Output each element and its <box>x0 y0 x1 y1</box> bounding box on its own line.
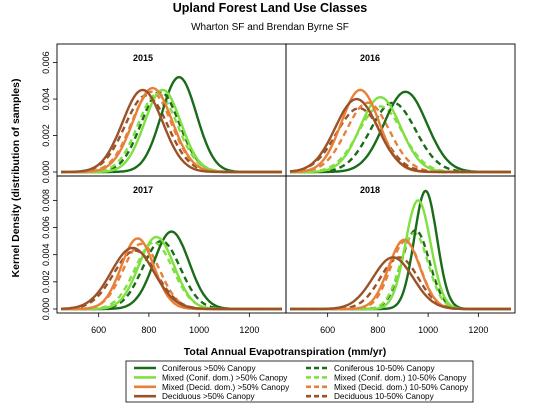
panel-label-2018: 2018 <box>360 185 380 195</box>
curve-2018-1 <box>290 199 511 311</box>
panel-2015: 2015 0.000 0.002 0.004 0.006 <box>41 43 287 184</box>
panel-2017: 2017 0.000 0.002 0.004 0.006 0.008 <box>41 175 287 321</box>
panel-label-2015: 2015 <box>133 53 153 63</box>
chart-title: Upland Forest Land Use Classes <box>173 1 368 15</box>
y-tick-label-2015-2: 0.004 <box>41 88 51 111</box>
y-tick-label-2017-0: 0.000 <box>41 298 51 321</box>
x-tick-label-2-1: 800 <box>141 325 156 335</box>
curve-2017-7 <box>60 249 282 311</box>
x-tick-label-2-0: 600 <box>91 325 106 335</box>
panel-frame-2018 <box>285 175 516 314</box>
panel-grid: 2015 0.000 0.002 0.004 0.006 2016 2017 0.000 0.0… <box>41 43 516 321</box>
x-axis-label: Total Annual Evapotranspiration (mm/yr) <box>184 346 386 358</box>
panel-2018: 2018 <box>285 175 516 314</box>
y-tick-label-2015-1: 0.002 <box>41 124 51 147</box>
y-tick-label-2015-3: 0.006 <box>41 51 51 74</box>
legend-label-4: Coniferous 10-50% Canopy <box>334 364 435 373</box>
curve-2018-3 <box>290 256 511 311</box>
x-tick-label-3-0: 600 <box>320 325 335 335</box>
y-tick-label-2017-4: 0.008 <box>41 189 51 212</box>
curve-2015-3 <box>61 88 282 174</box>
x-axis-ticks: 600 800 1000 1200 600 800 1000 1200 <box>91 313 488 335</box>
legend-label-6: Mixed (Decid. dom.) 10-50% Canopy <box>334 383 469 392</box>
legend-label-5: Mixed (Conif. dom.) 10-50% Canopy <box>334 373 467 382</box>
legend-label-7: Deciduous 10-50% Canopy <box>334 392 435 401</box>
chart-subtitle: Wharton SF and Brendan Byrne SF <box>191 22 349 33</box>
panel-label-2016: 2016 <box>360 53 380 63</box>
legend-label-2: Mixed (Decid. dom.) >50% Canopy <box>162 383 290 392</box>
panel-label-2017: 2017 <box>133 185 153 195</box>
x-tick-label-3-2: 1000 <box>418 325 438 335</box>
x-tick-label-2-3: 1200 <box>239 325 259 335</box>
x-tick-label-3-1: 800 <box>370 325 385 335</box>
x-tick-label-2-2: 1000 <box>189 325 209 335</box>
curve-2018-0 <box>290 189 511 311</box>
curve-2017-3 <box>60 246 282 311</box>
curve-2016-3 <box>289 97 511 174</box>
y-axis-label: Kernel Density (distribution of samples) <box>10 79 22 278</box>
legend-label-3: Deciduous >50% Canopy <box>162 392 256 401</box>
y-tick-label-2017-1: 0.002 <box>41 271 51 294</box>
x-tick-label-3-3: 1200 <box>468 325 488 335</box>
y-tick-label-2017-2: 0.004 <box>41 243 51 266</box>
panel-2016: 2016 <box>285 43 516 177</box>
legend-label-1: Mixed (Conif. dom.) >50% Canopy <box>162 373 288 382</box>
legend-box <box>125 360 474 403</box>
y-tick-label-2015-0: 0.000 <box>41 161 51 184</box>
y-tick-label-2017-3: 0.006 <box>41 216 51 239</box>
legend-label-0: Coniferous >50% Canopy <box>162 364 256 373</box>
